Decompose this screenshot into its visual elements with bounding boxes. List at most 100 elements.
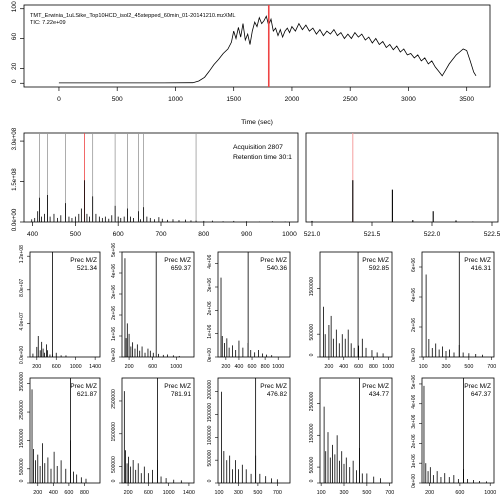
ms2-prec-value: 647.37 [471, 391, 492, 398]
ms2-prec-label: Prec M/Z [164, 383, 191, 390]
ms2-y-tick-label: 1500000 [309, 277, 315, 297]
ms2-y-tick-label: 0e+00 [111, 348, 117, 362]
ms2-x-tick-label: 800 [261, 364, 270, 370]
ms2-y-tick-label: 1500000 [309, 423, 315, 443]
ms2-y-tick-label: 0 [309, 353, 315, 356]
ms2-y-tick-label: 4e+06 [411, 288, 417, 302]
ms2-x-tick-label: 600 [148, 364, 157, 370]
ms1-retention-label: Retention time 30:1 [233, 154, 292, 161]
ms2-x-tick-label: 600 [64, 490, 73, 496]
ms2-y-tick-label: 1000000 [207, 425, 213, 445]
ms2-x-tick-label: 1400 [89, 364, 101, 370]
ms1-acquisition-label: Acquisition 2807 [233, 144, 283, 151]
ms2-y-tick-label: 3500000 [19, 372, 25, 392]
ms2-prec-label: Prec M/Z [464, 383, 491, 390]
ms2-x-tick-label: 200 [324, 364, 333, 370]
ms2-x-tick-label: 600 [144, 490, 153, 496]
ms2-y-tick-label: 0 [207, 479, 213, 482]
ms2-y-tick-label: 4e+06 [207, 254, 213, 268]
ms1-x-tick-label: 500 [70, 231, 81, 238]
ms2-x-tick-label: 200 [124, 490, 133, 496]
tic-chromatogram-panel: 0 500 1000 1500 2000 2500 3000 3500 0 20 60 100 TMT… [11, 1, 491, 126]
ms2-plot-frame [29, 251, 101, 358]
ms2-x-tick-label: 1400 [183, 490, 195, 496]
ms2-x-tick-label: 100 [419, 364, 428, 370]
ms2-plot-frame [421, 251, 495, 358]
ms2-panel-592.85: 200 400 600 800 1000 0 500000 1500000 Prec M/Z59… [309, 251, 394, 370]
ms2-x-tick-label: 700 [487, 364, 496, 370]
tic-plot-frame [23, 4, 491, 88]
tic-x-tick-label: 1500 [226, 96, 241, 103]
ms2-plot-frame [121, 251, 195, 358]
ms2-panel-647.37: 200 600 1000 0e+00 1e+06 2e+06 3e+06 4e+06 5e+06… [411, 375, 496, 496]
tic-y-tick-label: 0 [11, 79, 18, 83]
ms2-x-tick-label: 400 [49, 490, 58, 496]
ms2-x-tick-label: 300 [234, 490, 243, 496]
ms1-full-scan-panel: 400 500 600 700 800 900 1000 0.0e+00 1.5e+08 3.0e… [11, 127, 299, 238]
tic-x-tick-label: 500 [112, 96, 123, 103]
ms2-x-tick-label: 1000 [163, 490, 175, 496]
ms2-plot-frame [29, 377, 101, 484]
ms2-y-tick-label: 1.2e+08 [19, 245, 25, 263]
ms2-x-tick-label: 1000 [272, 364, 284, 370]
ms2-x-tick-label: 1000 [170, 364, 182, 370]
tic-y-tick-label: 60 [11, 33, 18, 41]
ms1-x-tick-label: 900 [241, 231, 252, 238]
ms2-y-tick-label: 2e+06 [411, 434, 417, 448]
ms2-prec-value: 521.34 [77, 265, 98, 272]
tic-x-tick-label: 3500 [459, 96, 474, 103]
ms2-y-tick-label: 1500000 [19, 428, 25, 448]
ms2-x-tick-label: 1000 [70, 364, 82, 370]
ms2-panel-521.34: 200 600 1000 1400 0.0e+00 4.0e+07 8.0e+07 1.2e+… [19, 245, 101, 370]
tic-trace [58, 15, 477, 84]
ms2-y-tick-label: 6e+06 [411, 258, 417, 272]
ms1-x-tick-label: 800 [198, 231, 209, 238]
ms2-x-tick-label: 200 [425, 490, 434, 496]
ms2-panel-476.82: 100 300 500 700 0 500000 1000000 1500000 2000000… [207, 377, 291, 496]
ms1-zoom-panel: 521.0 521.5 522.0 522.5 [304, 132, 501, 238]
tic-total-label: TIC: 7.22e+09 [30, 20, 66, 26]
ms2-prec-label: Prec M/Z [260, 257, 287, 264]
ms2-prec-label: Prec M/Z [70, 383, 97, 390]
ms2-y-tick-label: 4e+06 [411, 395, 417, 409]
ms2-y-tick-label: 1e+06 [111, 327, 117, 341]
ms2-prec-value: 659.37 [171, 265, 192, 272]
ms2-prec-label: Prec M/Z [70, 257, 97, 264]
ms2-y-tick-label: 4.0e+07 [19, 312, 25, 330]
ms2-x-tick-label: 500 [253, 490, 262, 496]
ms2-y-tick-label: 0 [111, 479, 117, 482]
ms2-y-tick-label: 2e+06 [411, 318, 417, 332]
ms2-x-tick-label: 200 [221, 364, 230, 370]
ms2-y-tick-label: 2000000 [207, 380, 213, 400]
ms2-x-tick-label: 100 [214, 490, 223, 496]
ms2-panel-434.77: 100 300 500 700 0 500000 1500000 2500000 Prec M/… [309, 377, 394, 496]
ms2-y-tick-label: 0.0e+00 [19, 346, 25, 364]
ms1-x-tick-label: 700 [155, 231, 166, 238]
ms2-y-tick-label: 0 [309, 479, 315, 482]
ms2-y-tick-label: 1500000 [111, 422, 117, 442]
ms2-x-tick-label: 500 [464, 364, 473, 370]
ms2-y-tick-label: 500000 [19, 458, 25, 475]
ms2-y-tick-label: 2500000 [309, 392, 315, 412]
tic-y-tick-label: 20 [11, 62, 18, 70]
ms2-y-tick-label: 1e+06 [207, 324, 213, 338]
ms2-prec-label: Prec M/Z [464, 257, 491, 264]
ms2-x-tick-label: 600 [52, 364, 61, 370]
ms1-y-tick-label: 3.0e+08 [11, 127, 18, 150]
ms2-prec-label: Prec M/Z [362, 257, 389, 264]
ms2-x-tick-label: 700 [273, 490, 282, 496]
ms2-y-tick-label: 500000 [309, 324, 315, 341]
ms2-y-tick-label: 4e+06 [111, 264, 117, 278]
ms2-y-tick-label: 1e+06 [411, 454, 417, 468]
ms2-x-tick-label: 100 [317, 490, 326, 496]
tic-x-axis-label: Time (sec) [241, 119, 273, 126]
ms2-y-tick-label: 0e+00 [207, 348, 213, 362]
ms2-prec-value: 416.31 [471, 265, 492, 272]
ms2-prec-value: 781.91 [171, 391, 192, 398]
tic-x-tick-label: 2500 [343, 96, 358, 103]
zoom-x-tick-label: 522.5 [484, 231, 501, 238]
ms2-x-tick-label: 1000 [484, 490, 496, 496]
ms2-x-tick-label: 200 [32, 364, 41, 370]
ms2-y-tick-label: 3e+06 [111, 285, 117, 299]
